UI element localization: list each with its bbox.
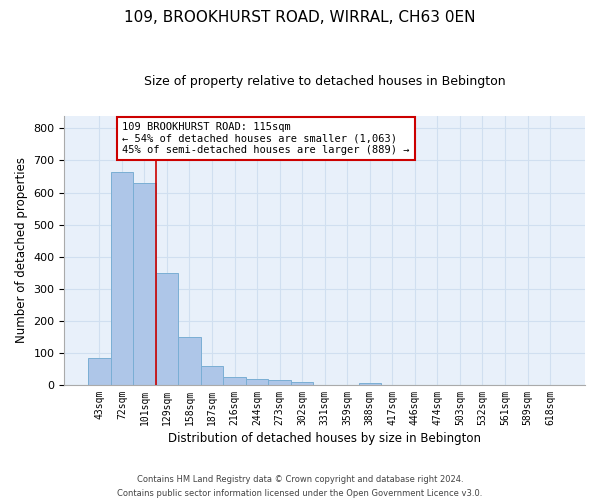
Text: Contains HM Land Registry data © Crown copyright and database right 2024.
Contai: Contains HM Land Registry data © Crown c… — [118, 476, 482, 498]
Bar — [155, 272, 178, 385]
Y-axis label: Number of detached properties: Number of detached properties — [15, 157, 28, 343]
Title: Size of property relative to detached houses in Bebington: Size of property relative to detached ho… — [144, 75, 506, 88]
Bar — [88, 358, 110, 385]
Bar — [178, 338, 201, 385]
X-axis label: Distribution of detached houses by size in Bebington: Distribution of detached houses by size … — [168, 432, 481, 445]
Bar — [110, 172, 133, 385]
Bar — [268, 380, 291, 385]
Bar — [201, 366, 223, 385]
Bar — [291, 382, 313, 385]
Text: 109 BROOKHURST ROAD: 115sqm
← 54% of detached houses are smaller (1,063)
45% of : 109 BROOKHURST ROAD: 115sqm ← 54% of det… — [122, 122, 409, 155]
Text: 109, BROOKHURST ROAD, WIRRAL, CH63 0EN: 109, BROOKHURST ROAD, WIRRAL, CH63 0EN — [124, 10, 476, 25]
Bar — [133, 183, 155, 385]
Bar — [359, 382, 381, 385]
Bar — [246, 379, 268, 385]
Bar — [223, 377, 246, 385]
